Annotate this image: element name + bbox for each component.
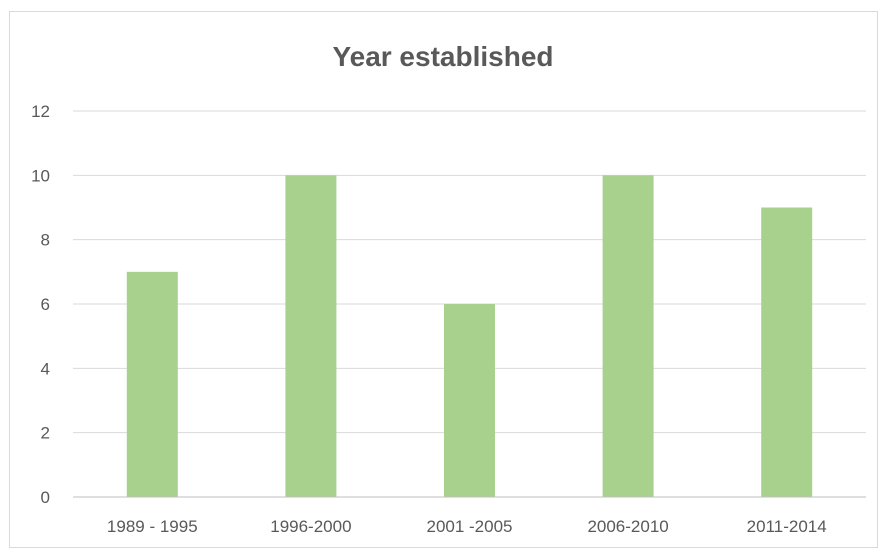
x-tick-label: 1996-2000: [270, 517, 351, 536]
gridlines: [73, 110, 866, 434]
x-tick-label: 2001 -2005: [426, 517, 512, 536]
y-tick-label: 12: [31, 102, 50, 121]
bar-1: [285, 175, 337, 498]
chart-title: Year established: [332, 41, 553, 72]
y-tick-label: 10: [31, 166, 50, 185]
bar-2: [444, 304, 495, 497]
bar-0: [126, 271, 178, 497]
y-tick-label: 2: [41, 424, 50, 443]
y-tick-label: 6: [41, 295, 50, 314]
x-tick-label: 2006-2010: [587, 517, 668, 536]
y-tick-label: 4: [41, 359, 50, 378]
y-tick-label: 0: [41, 488, 50, 507]
y-axis-tick-labels: 0 2 4 6 8 10 12: [31, 102, 50, 507]
bar-3: [602, 175, 654, 498]
x-tick-label: 2011-2014: [747, 517, 827, 536]
bar-4: [761, 207, 813, 497]
bars: [126, 175, 813, 498]
x-tick-label: 1989 - 1995: [107, 517, 198, 536]
y-tick-label: 8: [41, 231, 50, 250]
x-axis-tick-labels: 1989 - 1995 1996-2000 2001 -2005 2006-2010 2…: [107, 517, 827, 536]
